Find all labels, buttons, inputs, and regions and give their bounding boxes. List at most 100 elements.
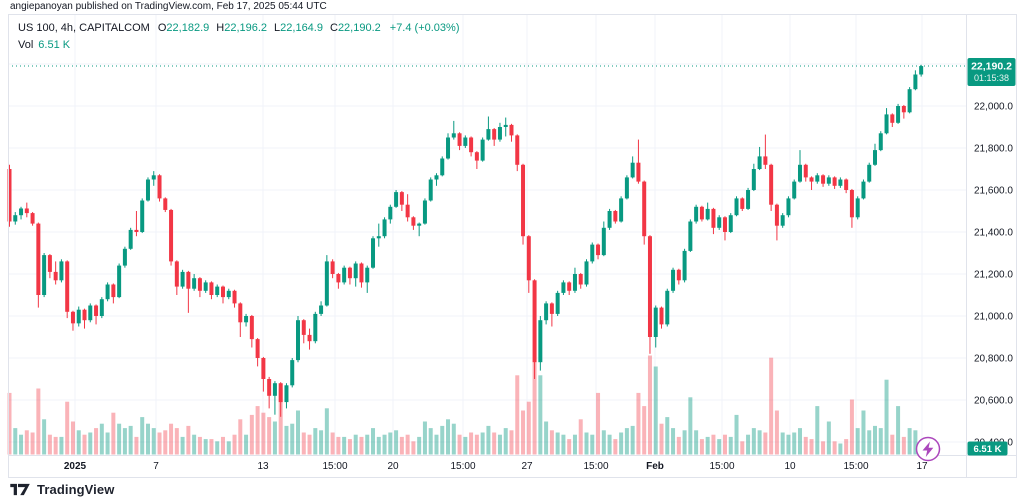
candle-body	[740, 198, 745, 209]
candle-body	[878, 133, 883, 151]
price-tick-label[interactable]: 20,800.0	[974, 354, 1013, 365]
candle-body	[422, 200, 427, 224]
candle-body	[861, 181, 866, 199]
volume-bar	[826, 421, 831, 455]
price-tick-label[interactable]: 20,600.0	[974, 396, 1013, 407]
volume-bar	[688, 397, 693, 455]
candle-body	[197, 278, 202, 291]
candle-body	[192, 278, 197, 289]
time-tick-label[interactable]: 27	[521, 461, 533, 472]
candle-body	[815, 175, 820, 182]
candle-body	[220, 286, 225, 298]
volume-bar	[515, 375, 520, 455]
time-tick-label[interactable]: Feb	[646, 461, 664, 472]
price-tick-label[interactable]: 21,000.0	[974, 312, 1013, 323]
volume-bar	[296, 410, 300, 455]
volume-badge	[967, 441, 1008, 456]
volume-bar	[70, 421, 75, 455]
volume-bar	[30, 432, 35, 455]
candle-body	[105, 284, 110, 300]
volume-bar	[451, 423, 456, 455]
time-tick-label[interactable]: 15:00	[709, 461, 734, 472]
candle-body	[497, 127, 502, 140]
time-tick-label[interactable]: 15:00	[450, 461, 475, 472]
candle-body	[53, 271, 58, 281]
volume-bar	[740, 441, 745, 455]
volume-bar	[192, 434, 197, 455]
volume-bar	[907, 428, 912, 455]
time-tick-label[interactable]: 15:00	[843, 461, 868, 472]
candle-body	[319, 305, 324, 314]
volume-bar	[630, 425, 635, 455]
volume-bar	[59, 436, 64, 455]
volume-bar	[521, 410, 526, 455]
candle-body	[440, 158, 445, 176]
candle-body	[394, 192, 399, 207]
candle-body	[474, 152, 479, 161]
candle-body	[647, 236, 652, 337]
time-tick-label[interactable]: 20	[387, 461, 399, 472]
candle-body	[226, 290, 231, 298]
price-tick-label[interactable]: 21,800.0	[974, 144, 1013, 155]
time-tick-label[interactable]: 13	[257, 461, 269, 472]
price-tick-label[interactable]: 21,600.0	[974, 186, 1013, 197]
candle-body	[584, 261, 589, 285]
price-tick-label[interactable]: 21,400.0	[974, 228, 1013, 239]
volume-bar	[353, 434, 358, 455]
volume-bar	[88, 432, 93, 455]
volume-bar	[319, 430, 324, 455]
candle-body	[140, 200, 145, 232]
candle-body	[671, 269, 676, 291]
volume-bar	[896, 406, 901, 455]
candle-body	[365, 267, 370, 283]
candle-body	[642, 181, 647, 237]
volume-bar	[76, 430, 81, 455]
volume-bar	[676, 436, 681, 455]
volume-bar	[665, 417, 670, 455]
tradingview-logo-text[interactable]: TradingView	[37, 482, 115, 497]
time-tick-label[interactable]: 2025	[64, 461, 87, 472]
volume-bar	[757, 430, 762, 455]
candle-body	[59, 261, 64, 281]
time-tick-label[interactable]: 10	[784, 461, 796, 472]
volume-bar	[838, 443, 843, 455]
volume-bar	[99, 423, 104, 455]
volume-bar	[722, 434, 727, 455]
volume-bar	[19, 434, 24, 455]
candle-body	[122, 248, 127, 266]
candle-body	[919, 66, 924, 75]
candle-body	[682, 250, 687, 281]
volume-bar	[272, 421, 277, 455]
price-tick-label[interactable]: 21,200.0	[974, 270, 1013, 281]
volume-bar	[220, 436, 225, 455]
lightning-icon[interactable]	[922, 441, 934, 458]
candle-body	[855, 198, 860, 218]
candle-body	[151, 175, 156, 180]
volume-value: 6.51 K	[38, 39, 71, 51]
time-tick-label[interactable]: 15:00	[583, 461, 608, 472]
volume-bar	[215, 441, 220, 455]
volume-bar	[122, 428, 127, 455]
time-tick-label[interactable]: 7	[153, 461, 159, 472]
candle-body	[88, 305, 93, 321]
candle-body	[157, 175, 162, 199]
candle-body	[428, 179, 433, 201]
volume-bar	[792, 432, 797, 455]
time-tick-label[interactable]: 15:00	[322, 461, 347, 472]
symbol-title[interactable]: US 100, 4h, CAPITALCOM	[18, 22, 150, 34]
time-tick-label[interactable]: 17	[916, 461, 928, 472]
candle-body	[434, 175, 439, 180]
price-tick-label[interactable]: 22,000.0	[974, 102, 1013, 113]
candle-body	[330, 261, 335, 274]
candle-body	[359, 263, 364, 283]
tradingview-logo-icon[interactable]	[10, 483, 31, 496]
volume-bar	[861, 410, 866, 455]
candle-body	[417, 223, 422, 226]
volume-bar	[42, 419, 47, 455]
candle-body	[451, 133, 456, 138]
volume-bar	[157, 432, 162, 455]
candle-body	[371, 238, 376, 268]
candle-body	[94, 305, 99, 316]
candle-body	[388, 206, 393, 220]
